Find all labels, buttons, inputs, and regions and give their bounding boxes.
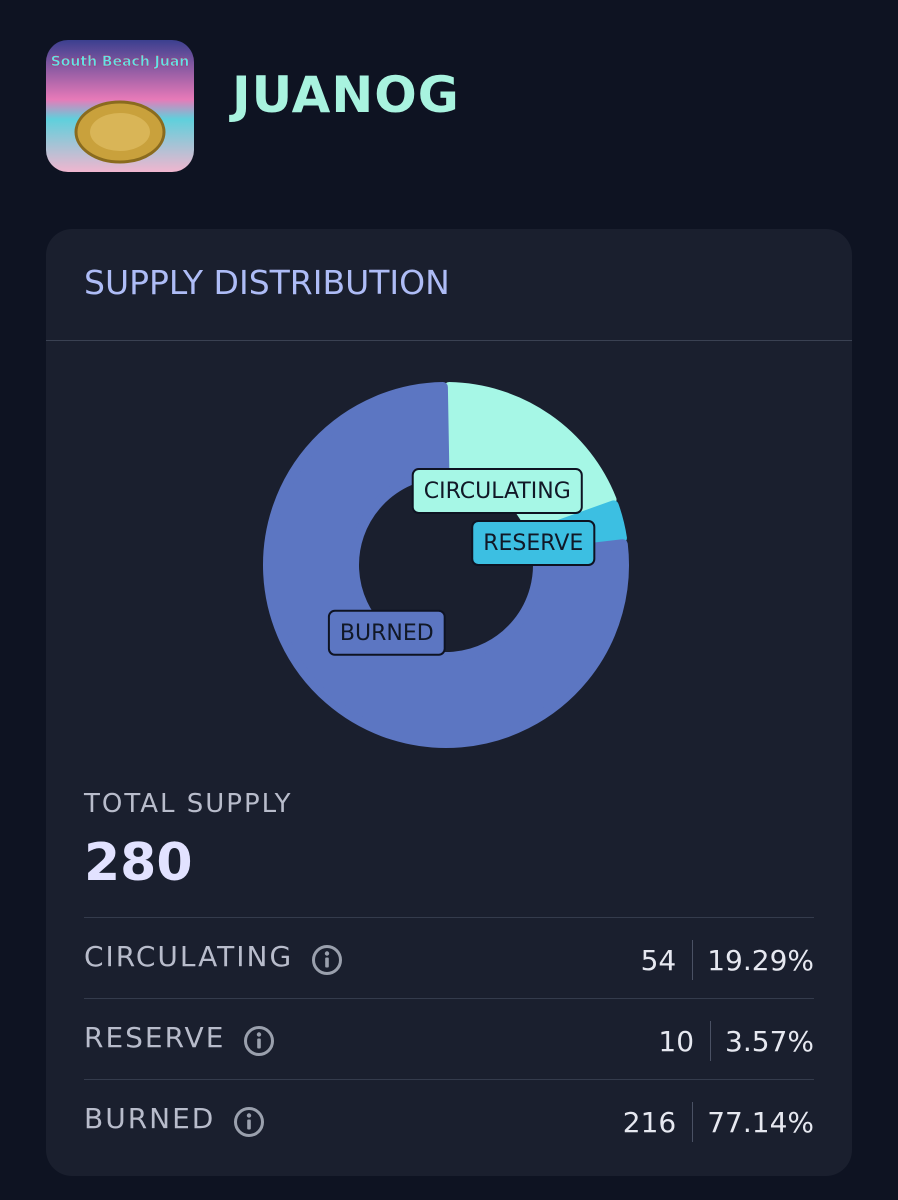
card-title: SUPPLY DISTRIBUTION (84, 263, 450, 302)
row-separator (692, 940, 694, 980)
logo: South Beach Juan (46, 40, 194, 172)
slice-label-text: RESERVE (483, 531, 583, 556)
total-value: 280 (84, 833, 193, 893)
row-amount: 10 (658, 1024, 695, 1058)
slice-label-box (327, 609, 446, 656)
info-icon[interactable] (243, 1025, 275, 1057)
row-values: 216 77.14% (623, 1102, 814, 1142)
info-icon[interactable] (233, 1106, 265, 1138)
row-label: CIRCULATING (84, 940, 294, 973)
divider (46, 340, 852, 341)
row-separator (692, 1102, 694, 1142)
supply-row: RESERVE 10 3.57% (84, 998, 814, 1079)
slice-label-box (471, 520, 596, 567)
row-separator (710, 1021, 712, 1061)
row-label: RESERVE (84, 1021, 226, 1054)
slice-label-text: BURNED (340, 621, 434, 646)
row-values: 10 3.57% (658, 1021, 814, 1061)
supply-row: CIRCULATING 54 19.29% (84, 917, 814, 998)
row-amount: 216 (622, 1105, 677, 1139)
row-label: BURNED (84, 1102, 216, 1135)
slice-label-text: CIRCULATING (424, 479, 571, 504)
row-values: 54 19.29% (641, 940, 814, 980)
supply-row: BURNED 216 77.14% (84, 1079, 814, 1160)
donut-chart: CIRCULATING RESERVE BURNED (263, 382, 629, 748)
token-name: JUANOG (232, 66, 460, 124)
supply-card: SUPPLY DISTRIBUTION CIRCULATING RESERVE BU… (46, 229, 852, 1176)
logo-text: South Beach Juan (51, 54, 190, 70)
slice-label-box (411, 468, 583, 515)
slice-label: RESERVE (471, 520, 596, 567)
info-icon[interactable] (311, 944, 343, 976)
slice-label: CIRCULATING (411, 468, 583, 515)
slice-label: BURNED (327, 609, 446, 656)
row-percent: 77.14% (707, 1105, 814, 1139)
row-percent: 19.29% (707, 943, 814, 977)
total-label: TOTAL SUPPLY (84, 789, 293, 819)
row-percent: 3.57% (725, 1024, 814, 1058)
row-amount: 54 (640, 943, 677, 977)
